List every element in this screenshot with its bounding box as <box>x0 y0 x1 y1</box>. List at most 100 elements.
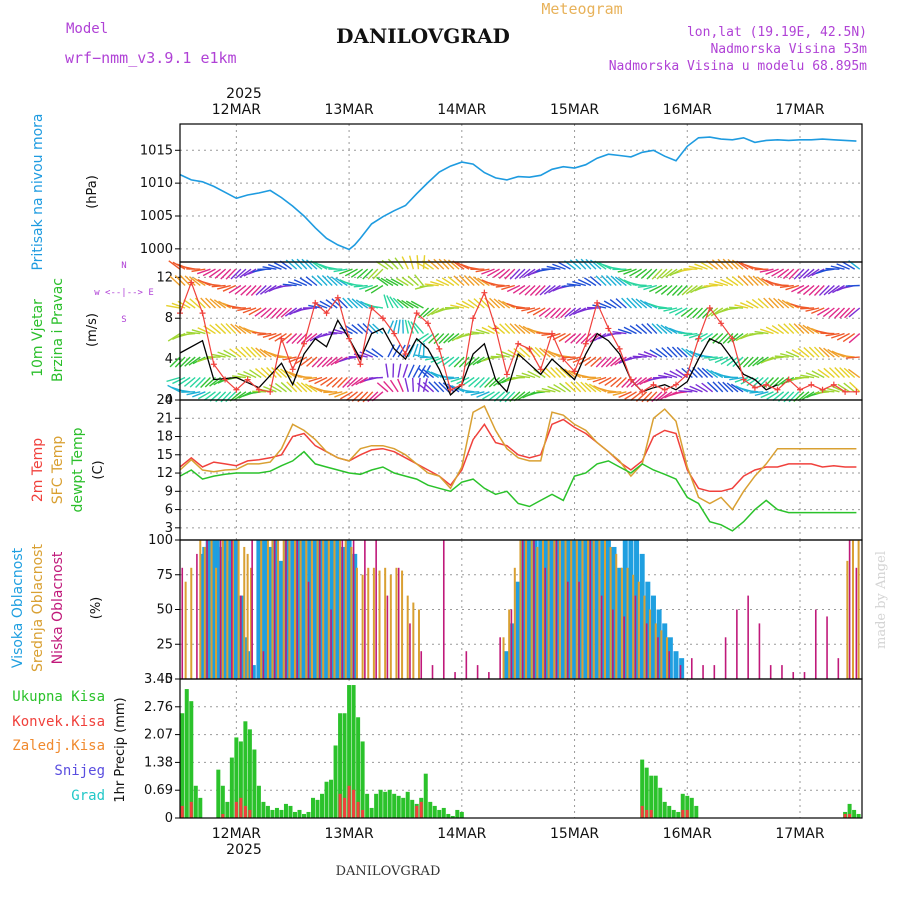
cloud-bar-1 <box>350 546 353 679</box>
cloud-bar-1 <box>226 540 229 679</box>
wind-arrow <box>539 284 551 296</box>
cloud-bar-2 <box>747 595 749 679</box>
wind-gust-point <box>571 368 578 375</box>
wind-arrow <box>610 275 622 287</box>
wind-arrow <box>788 323 800 335</box>
wind-arrow <box>411 377 415 392</box>
wind-arrow <box>299 277 313 287</box>
wind-arrow <box>297 375 312 379</box>
wind-arrow <box>397 319 401 334</box>
wind-arrow <box>831 332 845 339</box>
wind-arrow <box>575 333 587 345</box>
precip-bar-0 <box>410 799 415 818</box>
wind-arrow <box>189 377 201 388</box>
cloud-bar-2 <box>206 540 208 679</box>
wind-arrow <box>296 258 308 270</box>
cloud-bar-0 <box>526 540 532 679</box>
precip-bar-0 <box>189 701 194 818</box>
wind-arrow <box>729 376 744 381</box>
wind-arrow <box>498 268 511 279</box>
wind-arrow <box>191 268 206 273</box>
cloud-bar-1 <box>603 540 606 679</box>
xtick-label-top: 14MAR <box>437 102 486 118</box>
wind-arrow <box>389 296 399 309</box>
wind-arrow <box>316 356 328 368</box>
wind-arrow <box>262 266 277 270</box>
wind-arrow <box>330 276 343 287</box>
wind-arrow <box>481 268 495 275</box>
cloud-bar-2 <box>657 637 659 679</box>
wind-arrow <box>568 307 582 317</box>
wind-arrow <box>681 284 693 296</box>
wind-arrow <box>816 307 830 316</box>
wind-arrow <box>683 332 698 337</box>
wind-gust-point <box>222 376 229 383</box>
wind-arrow <box>248 307 262 316</box>
cloud-bar-2 <box>431 665 434 679</box>
cloud-bar-0 <box>278 560 284 679</box>
wind-arrow <box>774 284 789 287</box>
wind-arrow <box>660 268 673 279</box>
wind-arrow <box>183 376 196 387</box>
cloud-bar-2 <box>713 665 716 679</box>
wind-arrow <box>300 382 313 393</box>
wind-arrow <box>453 275 465 287</box>
wind-arrow <box>848 333 861 344</box>
cloud-bar-2 <box>318 540 321 679</box>
cloud-bar-2 <box>600 595 603 679</box>
cloud-bar-1 <box>243 546 246 679</box>
wind-arrow <box>412 343 419 358</box>
cloud-bar-1 <box>508 609 511 679</box>
cloud-bar-2 <box>364 540 366 679</box>
wind-arrow <box>635 323 648 335</box>
cloud-bar-2 <box>736 609 738 679</box>
wind-arrow <box>717 381 729 393</box>
wind-arrow <box>188 276 201 287</box>
wind-arrow <box>239 268 252 279</box>
cloud-bar-0 <box>256 540 262 679</box>
wind-gust-point <box>492 325 499 332</box>
precip-label-conv: Konvek.Kisa <box>12 714 105 730</box>
wind-arrow <box>305 276 318 287</box>
wind-arrow <box>309 332 323 342</box>
wind-arrow <box>808 285 820 296</box>
cloud-bar-1 <box>592 540 595 679</box>
wind-arrow <box>773 297 785 309</box>
wind-arrow <box>802 284 815 296</box>
wind-arrow <box>843 382 856 393</box>
precip-bar-1 <box>361 809 365 818</box>
wind-arrow <box>401 276 414 287</box>
wind-arrow <box>544 367 556 379</box>
wind-arrow <box>284 369 298 379</box>
wind-gust-point <box>594 299 601 306</box>
wind-arrow <box>827 348 840 358</box>
wind-arrow <box>655 347 668 358</box>
wind-arrow <box>700 261 713 270</box>
wind-gust-point <box>244 376 251 383</box>
wind-arrow <box>427 259 440 270</box>
wind-arrow <box>802 268 815 279</box>
wind-arrow <box>587 376 602 381</box>
cloud-bar-2 <box>781 665 783 679</box>
wind-arrow <box>602 389 617 393</box>
wind-arrow <box>214 323 227 335</box>
wind-arrow <box>334 391 348 398</box>
panel-frame <box>179 123 863 263</box>
wind-arrow <box>665 268 678 278</box>
cloud-bar-1 <box>846 560 849 679</box>
wind-arrow <box>351 298 364 309</box>
cloud-bar-1 <box>660 630 663 679</box>
wind-arrow <box>731 275 744 287</box>
wind-arrow <box>516 374 531 379</box>
wind-arrow <box>701 367 714 379</box>
wind-arrow <box>443 258 455 270</box>
cloud-bar-2 <box>465 651 468 679</box>
wind-arrow <box>386 295 394 309</box>
wind-arrow <box>348 283 363 287</box>
wind-gust-point <box>830 381 837 388</box>
wind-arrow <box>609 299 622 309</box>
precip-bar-0 <box>198 797 203 818</box>
wind-arrow <box>722 333 734 344</box>
wind-arrow <box>526 307 541 314</box>
wind-arrow <box>257 332 272 336</box>
